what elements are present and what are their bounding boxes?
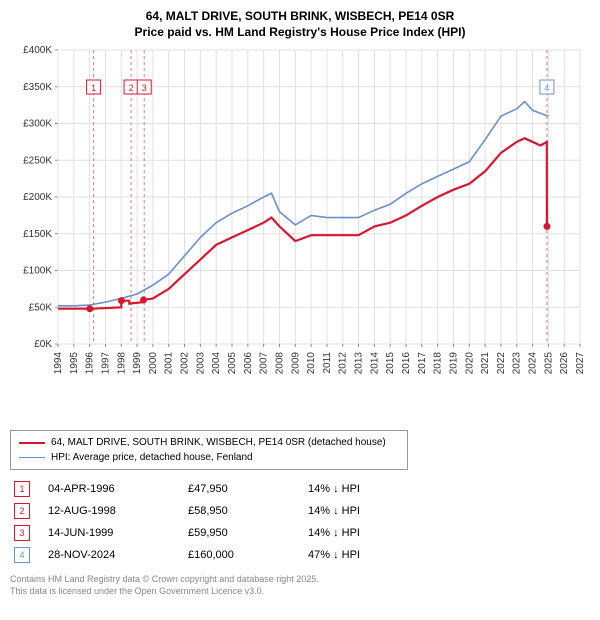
svg-text:£0K: £0K xyxy=(34,339,52,350)
svg-text:2020: 2020 xyxy=(464,352,475,375)
svg-text:2013: 2013 xyxy=(354,352,365,375)
svg-text:2012: 2012 xyxy=(338,352,349,375)
svg-text:£300K: £300K xyxy=(23,119,52,130)
svg-text:1996: 1996 xyxy=(85,352,96,375)
legend-swatch xyxy=(19,457,45,458)
svg-text:1997: 1997 xyxy=(100,352,111,375)
svg-text:£200K: £200K xyxy=(23,192,52,203)
svg-text:2026: 2026 xyxy=(559,352,570,375)
sale-row: 4 28-NOV-2024£160,00047% ↓ HPI xyxy=(10,544,590,566)
svg-text:£350K: £350K xyxy=(23,82,52,93)
sale-date: 28-NOV-2024 xyxy=(48,549,188,561)
sale-row: 3 14-JUN-1999£59,95014% ↓ HPI xyxy=(10,522,590,544)
svg-text:2024: 2024 xyxy=(528,352,539,375)
sale-price: £47,950 xyxy=(188,483,308,495)
chart-svg: £0K £50K £100K £150K £200K £250K £300K £350K £40… xyxy=(10,44,590,404)
svg-text:1: 1 xyxy=(91,83,96,93)
sale-price: £160,000 xyxy=(188,549,308,561)
svg-text:2001: 2001 xyxy=(164,352,175,375)
legend-swatch xyxy=(19,442,45,444)
svg-text:£100K: £100K xyxy=(23,266,52,277)
sale-marker: 3 xyxy=(14,525,30,541)
sale-marker: 1 xyxy=(14,481,30,497)
footnote-line2: This data is licensed under the Open Gov… xyxy=(10,586,264,596)
svg-text:1998: 1998 xyxy=(116,352,127,375)
svg-text:2003: 2003 xyxy=(195,352,206,375)
footnote-line1: Contains HM Land Registry data © Crown c… xyxy=(10,574,319,584)
sale-date: 14-JUN-1999 xyxy=(48,527,188,539)
svg-text:2004: 2004 xyxy=(211,352,222,375)
legend-label: 64, MALT DRIVE, SOUTH BRINK, WISBECH, PE… xyxy=(51,437,386,448)
svg-text:2008: 2008 xyxy=(274,352,285,375)
chart-area: £0K £50K £100K £150K £200K £250K £300K £350K £40… xyxy=(10,44,590,424)
sale-price: £59,950 xyxy=(188,527,308,539)
sale-price: £58,950 xyxy=(188,505,308,517)
sale-date: 12-AUG-1998 xyxy=(48,505,188,517)
sale-row: 1 04-APR-1996£47,95014% ↓ HPI xyxy=(10,478,590,500)
svg-text:2025: 2025 xyxy=(543,352,554,375)
footnote: Contains HM Land Registry data © Crown c… xyxy=(10,574,590,597)
svg-text:2002: 2002 xyxy=(180,352,191,375)
legend-label: HPI: Average price, detached house, Fenl… xyxy=(51,452,253,463)
sale-pct: 14% ↓ HPI xyxy=(308,527,428,539)
svg-text:2023: 2023 xyxy=(512,352,523,375)
svg-text:2: 2 xyxy=(129,83,134,93)
svg-text:2007: 2007 xyxy=(259,352,270,375)
chart-title: 64, MALT DRIVE, SOUTH BRINK, WISBECH, PE… xyxy=(10,8,590,40)
svg-text:2018: 2018 xyxy=(433,352,444,375)
svg-text:4: 4 xyxy=(544,83,549,93)
svg-text:2016: 2016 xyxy=(401,352,412,375)
svg-text:1994: 1994 xyxy=(53,352,64,375)
svg-text:2000: 2000 xyxy=(148,352,159,375)
legend-row: HPI: Average price, detached house, Fenl… xyxy=(19,450,399,465)
sale-pct: 14% ↓ HPI xyxy=(308,505,428,517)
sales-table: 104-APR-1996£47,95014% ↓ HPI212-AUG-1998… xyxy=(10,478,590,566)
svg-text:£250K: £250K xyxy=(23,156,52,167)
svg-text:2006: 2006 xyxy=(243,352,254,375)
sale-date: 04-APR-1996 xyxy=(48,483,188,495)
svg-text:3: 3 xyxy=(142,83,147,93)
svg-text:2015: 2015 xyxy=(385,352,396,375)
sale-row: 2 12-AUG-1998£58,95014% ↓ HPI xyxy=(10,500,590,522)
sale-marker: 4 xyxy=(14,547,30,563)
svg-text:£50K: £50K xyxy=(29,303,53,314)
sale-pct: 47% ↓ HPI xyxy=(308,549,428,561)
svg-text:2010: 2010 xyxy=(306,352,317,375)
svg-text:£400K: £400K xyxy=(23,45,52,56)
svg-text:1999: 1999 xyxy=(132,352,143,375)
title-line1: 64, MALT DRIVE, SOUTH BRINK, WISBECH, PE… xyxy=(146,9,455,23)
svg-text:2022: 2022 xyxy=(496,352,507,375)
svg-text:2011: 2011 xyxy=(322,352,333,374)
legend: 64, MALT DRIVE, SOUTH BRINK, WISBECH, PE… xyxy=(10,430,408,470)
svg-text:1995: 1995 xyxy=(69,352,80,375)
svg-text:2027: 2027 xyxy=(575,352,586,375)
sale-marker: 2 xyxy=(14,503,30,519)
legend-row: 64, MALT DRIVE, SOUTH BRINK, WISBECH, PE… xyxy=(19,435,399,450)
svg-text:2019: 2019 xyxy=(448,352,459,375)
svg-text:2009: 2009 xyxy=(290,352,301,375)
svg-text:2017: 2017 xyxy=(417,352,428,375)
title-line2: Price paid vs. HM Land Registry's House … xyxy=(135,25,466,39)
svg-text:2005: 2005 xyxy=(227,352,238,375)
sale-pct: 14% ↓ HPI xyxy=(308,483,428,495)
svg-text:£150K: £150K xyxy=(23,229,52,240)
svg-text:2014: 2014 xyxy=(369,352,380,375)
svg-text:2021: 2021 xyxy=(480,352,491,375)
